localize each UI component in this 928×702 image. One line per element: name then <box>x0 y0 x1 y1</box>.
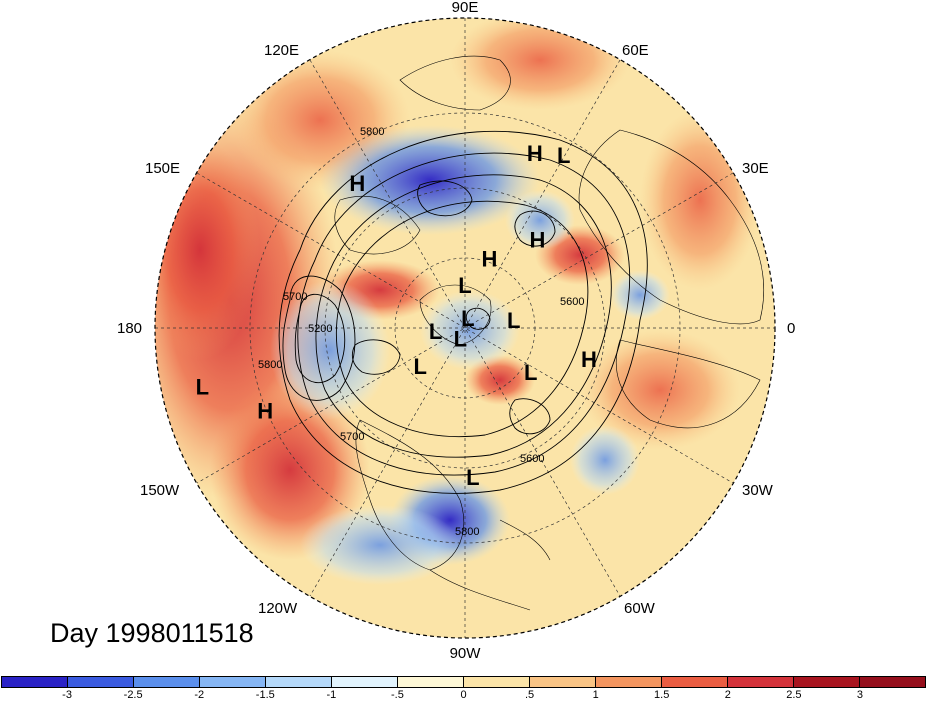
lon-label-90e: 90E <box>452 0 479 16</box>
colorbar-tick-label: -.5 <box>391 689 404 701</box>
lon-label-30w: 30W <box>742 482 774 499</box>
low-pressure-marker: L <box>557 143 570 168</box>
colorbar-tick-label: -2 <box>194 689 205 701</box>
coastlines <box>334 55 765 611</box>
day-timestamp: Day 1998011518 <box>50 618 254 648</box>
contour-label: 5700 <box>340 431 364 443</box>
contour-label: 5800 <box>455 526 479 538</box>
colorbar-tick-label: -1.5 <box>255 689 275 701</box>
contour-label: 5600 <box>520 453 544 465</box>
low-pressure-marker: L <box>413 354 426 379</box>
contour-label: 5700 <box>283 291 307 303</box>
colorbar-tick-label: -1 <box>326 689 337 701</box>
lon-label-0: 0 <box>787 320 795 337</box>
high-pressure-marker: H <box>527 141 543 166</box>
colorbar <box>1 676 926 688</box>
colorbar-tick-label: 3 <box>856 689 863 701</box>
colorbar-tick-label: 1.5 <box>654 689 670 701</box>
lon-label-90w: 90W <box>450 645 482 662</box>
colorbar-tick-label: 0 <box>460 689 467 701</box>
colorbar-cell <box>596 677 662 687</box>
contour-label: 5600 <box>560 296 584 308</box>
low-pressure-marker: L <box>461 306 474 331</box>
contour-labels: 5800 5700 5200 5800 5700 5600 5800 5600 <box>258 126 584 538</box>
low-pressure-marker: L <box>429 319 442 344</box>
longitude-labels: 90E 60E 120E 150E 30E 180 0 150W 30W 120… <box>117 0 795 662</box>
contour-label: 5800 <box>360 126 384 138</box>
lon-label-120w: 120W <box>258 600 298 617</box>
colorbar-cell <box>530 677 596 687</box>
colorbar-tick-label: 2.5 <box>786 689 802 701</box>
low-pressure-marker: L <box>458 273 471 298</box>
lon-label-60w: 60W <box>624 600 656 617</box>
lon-label-150e: 150E <box>145 160 180 177</box>
low-pressure-marker: L <box>507 308 520 333</box>
high-pressure-marker: H <box>530 227 546 252</box>
colorbar-cell <box>662 677 728 687</box>
low-pressure-marker: L <box>454 327 467 352</box>
colorbar-tick-label: -2.5 <box>123 689 143 701</box>
lon-label-180: 180 <box>117 320 142 337</box>
colorbar-cell <box>2 677 68 687</box>
colorbar-cell <box>464 677 530 687</box>
high-pressure-marker: H <box>482 247 498 272</box>
contour-label: 5200 <box>308 323 332 335</box>
colorbar-cell <box>794 677 860 687</box>
colorbar-cell <box>68 677 134 687</box>
high-pressure-marker: H <box>349 171 365 196</box>
map-frame <box>154 17 776 639</box>
colorbar-tick-label: .5 <box>524 689 535 701</box>
lon-label-60e: 60E <box>622 42 649 59</box>
lon-label-30e: 30E <box>742 160 769 177</box>
colorbar-tick-label: 1 <box>592 689 599 701</box>
colorbar-cell <box>332 677 398 687</box>
colorbar-cell <box>860 677 925 687</box>
lon-label-150w: 150W <box>140 482 180 499</box>
colorbar-cell <box>728 677 794 687</box>
low-pressure-marker: L <box>524 360 537 385</box>
low-pressure-marker: L <box>466 465 479 490</box>
height-contours <box>278 130 648 494</box>
colorbar-tick-label: -3 <box>62 689 72 701</box>
colorbar-cell <box>134 677 200 687</box>
colorbar-tick-label: 2 <box>724 689 731 701</box>
lon-label-120e: 120E <box>264 42 299 59</box>
graticule <box>155 18 775 638</box>
contour-label: 5800 <box>258 359 282 371</box>
colorbar-cell <box>398 677 464 687</box>
high-pressure-marker: H <box>581 347 597 372</box>
colorbar-cell <box>200 677 266 687</box>
high-pressure-marker: H <box>257 399 273 424</box>
colorbar-cell <box>266 677 332 687</box>
low-pressure-marker: L <box>196 374 209 399</box>
